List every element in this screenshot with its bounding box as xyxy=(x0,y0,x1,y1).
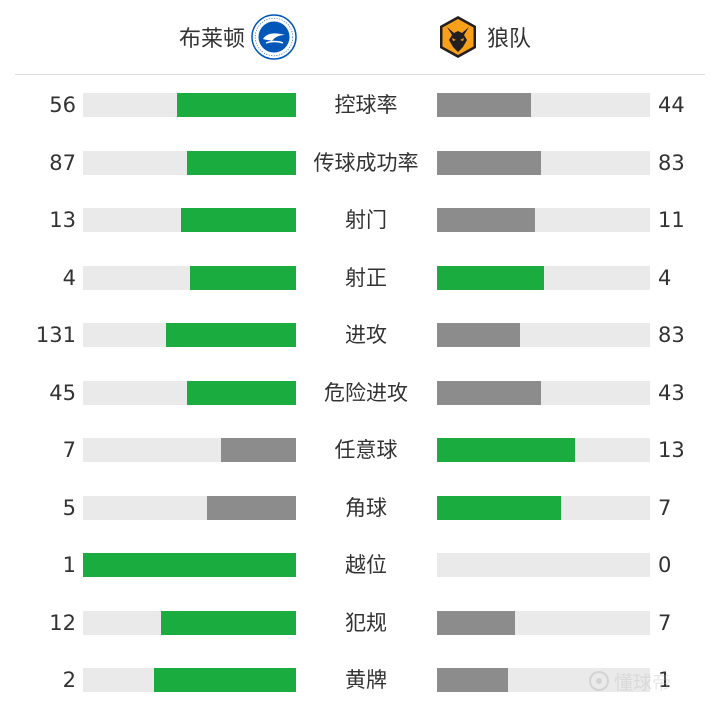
stat-row: 2 黄牌 1 xyxy=(0,651,720,709)
away-value: 7 xyxy=(658,495,672,520)
stat-label: 射正 xyxy=(345,265,387,290)
stat-row: 56 控球率 44 xyxy=(0,76,720,134)
stat-row: 87 传球成功率 83 xyxy=(0,134,720,192)
stat-row: 1 越位 0 xyxy=(0,536,720,594)
home-value: 4 xyxy=(62,265,76,290)
stat-row: 13 射门 11 xyxy=(0,191,720,249)
home-bar-fill xyxy=(154,668,296,692)
home-team[interactable]: 布莱顿 xyxy=(179,14,297,60)
home-bar-track xyxy=(83,380,296,405)
stat-row: 131 进攻 83 xyxy=(0,306,720,364)
away-value: 7 xyxy=(658,610,672,635)
home-value: 1 xyxy=(62,553,76,577)
home-value: 131 xyxy=(35,323,76,347)
home-bar-track xyxy=(83,265,296,290)
away-bar-track xyxy=(437,323,650,347)
away-bar-fill xyxy=(437,610,516,635)
away-value: 83 xyxy=(658,323,685,347)
home-value: 7 xyxy=(62,438,76,462)
home-bar-track xyxy=(83,150,296,175)
stat-row: 5 角球 7 xyxy=(0,479,720,537)
watermark: 懂球帝 xyxy=(588,668,698,694)
stat-label: 危险进攻 xyxy=(324,380,408,405)
away-bar-fill xyxy=(437,438,576,462)
stat-row: 45 危险进攻 43 xyxy=(0,364,720,422)
stat-label: 角球 xyxy=(345,495,387,520)
away-bar-fill xyxy=(437,495,562,520)
match-header: 布莱顿 狼队 xyxy=(0,0,720,75)
home-value: 56 xyxy=(49,93,76,117)
home-value: 12 xyxy=(49,610,76,635)
away-bar-track xyxy=(437,438,650,462)
home-bar-fill xyxy=(180,208,296,232)
stat-label: 越位 xyxy=(345,553,387,577)
header-divider xyxy=(15,74,705,75)
away-bar-fill xyxy=(437,668,508,692)
home-bar-track xyxy=(83,438,296,462)
away-bar-fill xyxy=(437,208,535,232)
away-team-name: 狼队 xyxy=(487,27,532,52)
home-value: 87 xyxy=(49,150,76,175)
stat-row: 7 任意球 13 xyxy=(0,421,720,479)
stat-label: 控球率 xyxy=(334,93,398,117)
away-value: 4 xyxy=(658,265,672,290)
watermark-logo-icon xyxy=(589,671,609,691)
wolves-crest-icon xyxy=(440,16,476,58)
away-bar-track xyxy=(437,265,650,290)
home-bar-fill xyxy=(187,380,296,405)
home-bar-fill xyxy=(207,495,296,520)
away-bar-fill xyxy=(437,380,542,405)
home-bar-fill xyxy=(83,553,296,577)
away-value: 0 xyxy=(658,553,672,577)
away-bar-track xyxy=(437,93,650,117)
home-bar-track xyxy=(83,668,296,692)
stat-label: 犯规 xyxy=(345,610,387,635)
home-value: 2 xyxy=(62,668,76,692)
away-bar-track xyxy=(437,495,650,520)
away-bar-track xyxy=(437,610,650,635)
stat-label: 进攻 xyxy=(345,323,387,347)
stat-label: 射门 xyxy=(345,208,387,232)
away-bar-fill xyxy=(437,93,531,117)
stat-label: 任意球 xyxy=(334,438,398,462)
away-value: 43 xyxy=(658,380,685,405)
away-bar-fill xyxy=(437,150,541,175)
home-bar-fill xyxy=(165,323,296,347)
away-value: 83 xyxy=(658,150,685,175)
away-bar-track xyxy=(437,150,650,175)
home-bar-track xyxy=(83,553,296,577)
away-value: 1 xyxy=(658,668,672,692)
stat-label: 黄牌 xyxy=(345,668,387,692)
away-value: 11 xyxy=(658,208,685,232)
home-bar-track xyxy=(83,495,296,520)
away-value: 44 xyxy=(658,93,685,117)
stat-row: 12 犯规 7 xyxy=(0,594,720,652)
stat-label: 传球成功率 xyxy=(313,150,419,175)
home-bar-track xyxy=(83,610,296,635)
home-bar-fill xyxy=(187,150,296,175)
watermark-text: 懂球帝 xyxy=(614,671,672,694)
home-bar-track xyxy=(83,323,296,347)
home-value: 13 xyxy=(49,208,76,232)
home-bar-track xyxy=(83,208,296,232)
home-bar-fill xyxy=(176,93,296,117)
away-bar-track xyxy=(437,208,650,232)
home-value: 5 xyxy=(62,495,76,520)
home-bar-track xyxy=(83,93,296,117)
home-bar-fill xyxy=(189,265,296,290)
home-bar-fill xyxy=(221,438,296,462)
stat-row: 4 射正 4 xyxy=(0,249,720,307)
away-bar-track xyxy=(437,380,650,405)
away-team[interactable]: 狼队 xyxy=(435,14,531,60)
away-bar-track xyxy=(437,668,650,692)
away-bar-fill xyxy=(437,265,544,290)
away-bar-track xyxy=(437,553,650,577)
brighton-crest-icon xyxy=(251,14,297,60)
away-bar-fill xyxy=(437,323,520,347)
home-team-name: 布莱顿 xyxy=(178,27,245,52)
away-value: 13 xyxy=(658,438,685,462)
home-value: 45 xyxy=(49,380,76,405)
home-bar-fill xyxy=(161,610,296,635)
